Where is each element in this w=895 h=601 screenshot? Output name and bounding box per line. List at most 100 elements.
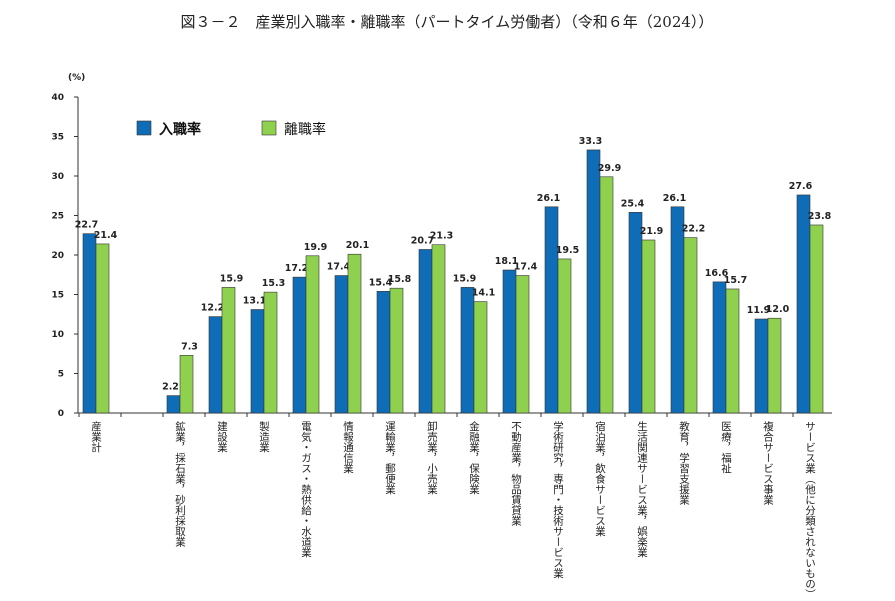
category-label: 運輸業，郵便業 bbox=[384, 421, 396, 495]
data-label: 16.6 bbox=[705, 268, 729, 279]
data-label: 19.9 bbox=[304, 242, 327, 253]
data-label: 17.4 bbox=[327, 262, 351, 273]
bar-separation-rate bbox=[347, 253, 362, 414]
category-label: 金融業，保険業 bbox=[468, 420, 480, 495]
y-tick-label: 30 bbox=[51, 172, 64, 182]
data-label: 15.9 bbox=[453, 273, 476, 284]
legend-label: 離職率 bbox=[284, 121, 326, 138]
data-label: 21.9 bbox=[640, 226, 663, 237]
data-label: 17.4 bbox=[514, 262, 538, 273]
category-label: 宿泊業，飲食サービス業 bbox=[594, 420, 606, 537]
data-label: 21.3 bbox=[430, 231, 453, 242]
bar-separation-rate bbox=[389, 287, 404, 414]
category-label: 卸売業，小売業 bbox=[426, 420, 438, 495]
bar-hiring-rate bbox=[82, 233, 97, 414]
bar-hiring-rate bbox=[754, 318, 769, 414]
data-label: 2.2 bbox=[162, 382, 179, 393]
y-tick-label: 35 bbox=[51, 133, 64, 143]
legend-swatch bbox=[261, 120, 277, 136]
category-label: 不動産業，物品賃貸業 bbox=[510, 421, 522, 527]
category-label: 情報通信業 bbox=[342, 420, 354, 474]
bar-hiring-rate bbox=[586, 149, 601, 414]
bar-hiring-rate bbox=[334, 275, 349, 414]
data-label: 25.4 bbox=[621, 198, 645, 209]
category-label: 学術研究，専門・技術サービス業 bbox=[552, 420, 564, 579]
bar-separation-rate bbox=[473, 301, 488, 414]
y-tick-label: 5 bbox=[58, 370, 64, 380]
data-label: 13.1 bbox=[243, 296, 266, 307]
category-label: 複合サービス事業 bbox=[762, 420, 774, 506]
bar-hiring-rate bbox=[250, 309, 265, 414]
data-label: 20.1 bbox=[346, 240, 369, 251]
bar-hiring-rate bbox=[166, 395, 181, 414]
data-label: 14.1 bbox=[472, 288, 495, 299]
data-label: 15.9 bbox=[220, 273, 243, 284]
bar-hiring-rate bbox=[796, 194, 811, 414]
data-label: 18.1 bbox=[495, 256, 518, 267]
bar-separation-rate bbox=[767, 317, 782, 414]
data-label: 7.3 bbox=[181, 341, 198, 352]
bar-separation-rate bbox=[431, 244, 446, 414]
category-label: 建設業 bbox=[216, 420, 228, 453]
data-label: 15.7 bbox=[724, 275, 747, 286]
bar-separation-rate bbox=[515, 275, 530, 414]
y-tick-label: 25 bbox=[51, 212, 64, 222]
bar-hiring-rate bbox=[670, 206, 685, 414]
data-label: 15.4 bbox=[369, 277, 393, 288]
bar-hiring-rate bbox=[502, 269, 517, 414]
chart-title: 図３－２ 産業別入職率・離職率（パートタイム労働者）（令和６年（2024）） bbox=[181, 13, 714, 31]
bar-separation-rate bbox=[305, 255, 320, 414]
bar-separation-rate bbox=[809, 224, 824, 414]
y-tick-label: 15 bbox=[51, 291, 64, 301]
bar-hiring-rate bbox=[418, 249, 433, 414]
category-label: 医療，福祉 bbox=[720, 421, 732, 474]
bar-separation-rate bbox=[95, 243, 110, 414]
data-label: 17.2 bbox=[285, 263, 308, 274]
category-label: 産業計 bbox=[90, 420, 102, 453]
data-label: 15.8 bbox=[388, 274, 412, 285]
bar-separation-rate bbox=[641, 239, 656, 414]
y-tick-label: 20 bbox=[51, 251, 64, 261]
data-label: 19.5 bbox=[556, 245, 579, 256]
bar-hiring-rate bbox=[628, 212, 643, 414]
category-label: 鉱業，採石業，砂利採取業 bbox=[174, 420, 186, 548]
bar-hiring-rate bbox=[208, 316, 223, 414]
bar-hiring-rate bbox=[460, 287, 475, 414]
bar-separation-rate bbox=[557, 258, 572, 414]
category-label: 製造業 bbox=[258, 420, 270, 453]
data-label: 15.3 bbox=[262, 278, 285, 289]
bar-separation-rate bbox=[683, 237, 698, 414]
data-label: 21.4 bbox=[94, 230, 118, 241]
bar-separation-rate bbox=[725, 288, 740, 414]
data-label: 12.2 bbox=[201, 303, 224, 314]
category-label: 教育，学習支援業 bbox=[678, 420, 690, 506]
bar-hiring-rate bbox=[292, 276, 307, 414]
y-axis-unit: (%) bbox=[68, 73, 85, 83]
data-label: 20.7 bbox=[411, 235, 434, 246]
y-tick-label: 40 bbox=[51, 93, 64, 103]
data-label: 23.8 bbox=[808, 211, 832, 222]
bar-hiring-rate bbox=[544, 206, 559, 414]
legend-swatch bbox=[136, 120, 152, 136]
data-label: 11.9 bbox=[747, 305, 770, 316]
bar-separation-rate bbox=[179, 355, 194, 414]
category-label: サービス業（他に分類されないもの） bbox=[804, 421, 816, 600]
legend-label: 入職率 bbox=[159, 121, 201, 138]
category-label: 生活関連サービス業，娯楽業 bbox=[636, 420, 648, 558]
data-label: 33.3 bbox=[579, 136, 602, 147]
data-label: 22.7 bbox=[75, 220, 98, 231]
y-tick-label: 10 bbox=[51, 330, 64, 340]
bar-separation-rate bbox=[263, 291, 278, 414]
bar-separation-rate bbox=[599, 176, 614, 414]
y-tick-label: 0 bbox=[58, 409, 64, 419]
bar-hiring-rate bbox=[712, 281, 727, 414]
data-label: 29.9 bbox=[598, 163, 621, 174]
data-label: 22.2 bbox=[682, 224, 705, 235]
data-label: 27.6 bbox=[789, 181, 813, 192]
data-label: 26.1 bbox=[537, 193, 560, 204]
data-label: 12.0 bbox=[766, 304, 790, 315]
data-label: 26.1 bbox=[663, 193, 686, 204]
category-label: 電気・ガス・熱供給・水道業 bbox=[300, 421, 312, 558]
bar-separation-rate bbox=[221, 287, 236, 414]
